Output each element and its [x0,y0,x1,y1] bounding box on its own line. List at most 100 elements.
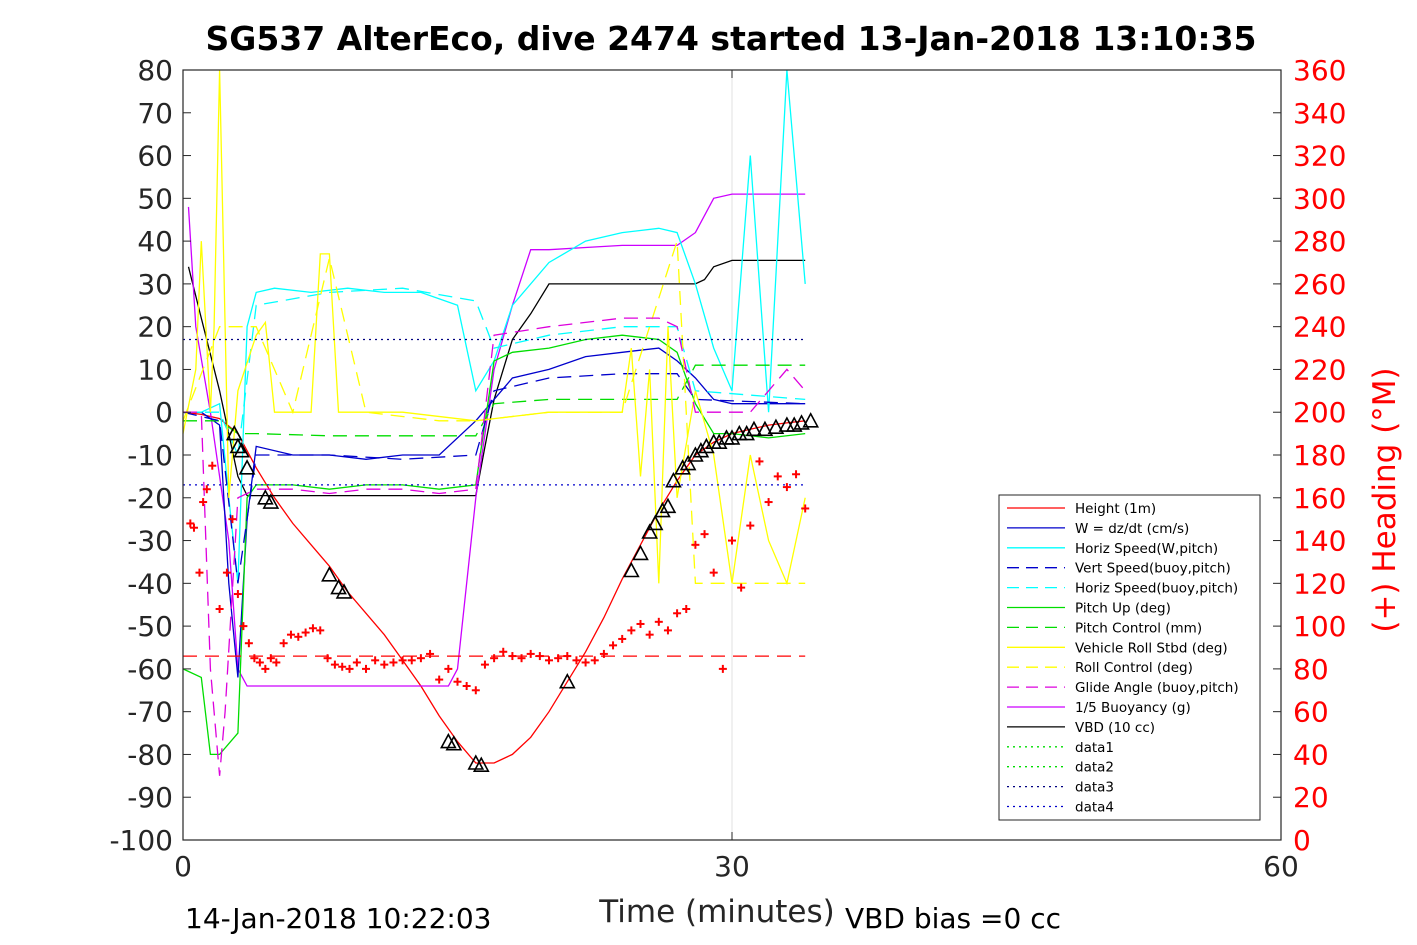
heading-point [435,675,444,684]
footer-timestamp: 14-Jan-2018 10:22:03 [185,902,491,935]
left-tick-label: -90 [127,781,173,814]
right-tick-label: 200 [1293,396,1346,429]
legend-label: Vehicle Roll Stbd (deg) [1075,640,1228,656]
heading-point [801,504,810,513]
heading-point [294,632,303,641]
depth-marker [654,501,671,518]
heading-point [362,664,370,673]
heading-point [462,682,471,690]
legend-entry: Horiz Speed(buoy,pitch) [1007,581,1238,597]
heading-point [316,626,325,635]
heading-layer [186,457,810,695]
legend-entry: data4 [1007,800,1114,816]
legend-entry: data3 [1007,780,1114,796]
heading-point [345,664,354,673]
legend-label: Horiz Speed(W,pitch) [1075,541,1218,557]
depth-marker [558,673,576,689]
legend-entry: W = dz/dt (cm/s) [1007,521,1189,537]
heading-point [286,630,295,639]
series-roll-control-deg [182,240,806,584]
heading-point [682,605,691,613]
heading-point [371,656,380,665]
heading-point [255,658,264,667]
left-tick-label: 0 [155,396,173,429]
legend-label: data1 [1075,740,1114,756]
left-tick-label: -60 [127,653,173,686]
heading-point [746,521,755,530]
depth-marker [756,420,774,437]
heading-point [398,656,407,665]
heading-point [673,609,682,618]
depth-marker [692,442,710,458]
heading-point [228,515,237,524]
legend-entry: Vert Speed(buoy,pitch) [1007,561,1231,577]
depth-marker [802,412,820,428]
depth-marker [793,414,810,430]
legend-label: data2 [1075,760,1114,776]
legend-entry: Vehicle Roll Stbd (deg) [1007,640,1228,656]
right-tick-label: 160 [1293,482,1346,515]
legend-label: Glide Angle (buoy,pitch) [1075,680,1239,696]
right-tick-label: 20 [1293,781,1329,814]
depth-marker [623,561,640,578]
heading-point [526,649,535,658]
left-tick-label: -100 [109,824,173,857]
legend-label: Pitch Up (deg) [1075,601,1171,617]
right-tick-label: 260 [1293,268,1346,301]
heading-point [444,664,453,673]
heading-point [202,485,211,494]
heading-point [645,630,654,639]
marker-layer [225,412,820,772]
depth-marker [472,756,490,772]
depth-marker [659,497,677,514]
right-tick-label: 0 [1293,824,1311,857]
legend-entry: Pitch Control (mm) [1007,620,1202,636]
legend-label: W = dz/dt (cm/s) [1075,521,1189,537]
heading-point [773,472,782,481]
depth-marker [665,471,682,488]
depth-marker [229,437,247,454]
depth-marker [767,418,785,434]
heading-point [189,523,198,532]
heading-point [508,652,517,661]
heading-point [244,639,253,648]
series-glide-angle-buoy-pitch [183,317,806,776]
left-tick-label: -40 [127,567,173,600]
depth-marker [674,459,691,475]
heading-point [330,660,339,669]
heading-point [266,654,275,663]
legend-entry: Roll Control (deg) [1007,660,1193,676]
depth-marker [698,437,715,454]
heading-point [581,658,590,667]
heading-point [618,634,627,643]
heading-point [590,656,599,665]
heading-point [250,654,259,663]
heading-point [407,656,416,665]
depth-marker [321,566,338,582]
heading-point [208,461,217,470]
series-vert-speed-buoy-pitch [182,373,806,584]
right-tick-label: 100 [1293,610,1346,643]
heading-point [389,658,398,667]
heading-point [499,647,508,656]
x-tick-label: 0 [174,850,192,883]
right-tick-label: 80 [1293,653,1329,686]
left-tick-label: -30 [127,525,173,558]
legend-label: Pitch Control (mm) [1075,620,1202,636]
legend-label: Horiz Speed(buoy,pitch) [1075,581,1238,597]
heading-point [480,660,489,669]
left-tick-label: 80 [137,54,173,87]
legend-label: Vert Speed(buoy,pitch) [1075,561,1231,577]
legend-entry: 1/5 Buoyancy (g) [1007,700,1191,716]
heading-point [654,617,663,626]
series-height-1m [182,411,806,764]
x-axis: 0 30 60 [174,70,1299,883]
depth-marker [687,446,704,462]
depth-marker [262,493,280,509]
left-tick-label: 10 [137,353,173,386]
right-tick-label: 320 [1293,140,1346,173]
legend-label: Height (1m) [1075,501,1156,517]
legend-entry: data2 [1007,760,1114,776]
heading-point [233,590,242,599]
legend-label: data4 [1075,800,1114,816]
